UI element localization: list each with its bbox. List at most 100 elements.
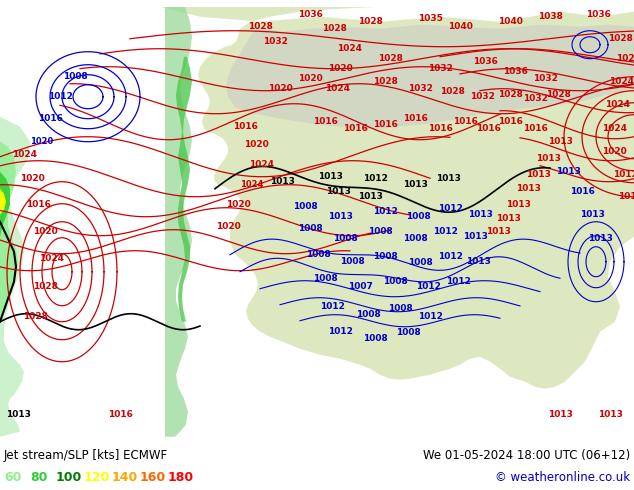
Polygon shape xyxy=(0,189,6,215)
Text: © weatheronline.co.uk: © weatheronline.co.uk xyxy=(495,471,630,484)
Text: 1016: 1016 xyxy=(403,114,427,123)
Text: 1012: 1012 xyxy=(446,277,470,286)
Text: 60: 60 xyxy=(4,471,22,484)
Text: 1013: 1013 xyxy=(486,227,510,236)
Text: 1016: 1016 xyxy=(476,124,500,133)
Polygon shape xyxy=(165,7,192,437)
Text: 80: 80 xyxy=(30,471,48,484)
Text: 1016: 1016 xyxy=(25,200,51,209)
Text: 1016: 1016 xyxy=(427,124,453,133)
Text: 1024: 1024 xyxy=(250,160,275,169)
Text: 1032: 1032 xyxy=(427,64,453,73)
Text: 1036: 1036 xyxy=(503,67,527,76)
Text: 1013: 1013 xyxy=(505,200,531,209)
Text: 1016: 1016 xyxy=(373,120,398,129)
Text: 1016: 1016 xyxy=(233,122,257,131)
Text: 1024: 1024 xyxy=(602,124,628,133)
Text: 1032: 1032 xyxy=(408,84,432,93)
Text: 1012: 1012 xyxy=(373,207,398,216)
Text: 1008: 1008 xyxy=(356,310,380,319)
Text: 140: 140 xyxy=(112,471,138,484)
Text: 1016: 1016 xyxy=(108,410,133,419)
Text: 1020: 1020 xyxy=(216,222,240,231)
Text: 1013: 1013 xyxy=(618,192,634,201)
Text: 1012: 1012 xyxy=(418,312,443,321)
Polygon shape xyxy=(0,172,10,237)
Text: 1028: 1028 xyxy=(247,22,273,31)
Text: 1012: 1012 xyxy=(320,302,344,311)
Text: 1013: 1013 xyxy=(536,154,560,163)
Text: 1013: 1013 xyxy=(269,177,294,186)
Text: 1016: 1016 xyxy=(498,117,522,126)
Text: 1024: 1024 xyxy=(337,44,363,53)
Text: 1024: 1024 xyxy=(13,150,37,159)
Text: 1008: 1008 xyxy=(293,202,318,211)
Text: 1008: 1008 xyxy=(313,274,337,283)
Text: 1013: 1013 xyxy=(548,137,573,146)
Polygon shape xyxy=(0,117,30,437)
Text: 1008: 1008 xyxy=(403,234,427,243)
Text: 1040: 1040 xyxy=(498,17,522,26)
Text: 1020: 1020 xyxy=(243,140,268,149)
Polygon shape xyxy=(176,57,192,322)
Text: 1013: 1013 xyxy=(328,212,353,221)
Text: 1013: 1013 xyxy=(496,214,521,223)
Text: 1036: 1036 xyxy=(586,10,611,19)
Text: 1012: 1012 xyxy=(415,282,441,291)
Text: 1012: 1012 xyxy=(432,227,458,236)
Text: 1020: 1020 xyxy=(30,137,54,146)
Text: 1013: 1013 xyxy=(555,167,581,176)
Text: 1008: 1008 xyxy=(333,234,358,243)
Text: 1013: 1013 xyxy=(548,410,573,419)
Polygon shape xyxy=(226,24,634,129)
Polygon shape xyxy=(0,142,18,322)
Text: 1020: 1020 xyxy=(20,174,44,183)
Text: 1012: 1012 xyxy=(612,170,634,179)
Text: 1013: 1013 xyxy=(526,170,550,179)
Text: 1016: 1016 xyxy=(522,124,547,133)
Text: 180: 180 xyxy=(168,471,194,484)
Text: 1013: 1013 xyxy=(6,410,30,419)
Text: 1038: 1038 xyxy=(538,12,562,21)
Text: 1020: 1020 xyxy=(297,74,322,83)
Text: 1016: 1016 xyxy=(569,187,595,196)
Text: 1012: 1012 xyxy=(363,174,387,183)
Text: 1028: 1028 xyxy=(439,87,465,96)
Text: 1028: 1028 xyxy=(378,54,403,63)
Text: 1040: 1040 xyxy=(448,22,472,31)
Text: 1035: 1035 xyxy=(418,14,443,23)
Text: 1013: 1013 xyxy=(358,192,382,201)
Text: 1013: 1013 xyxy=(318,172,342,181)
Text: 1013: 1013 xyxy=(463,232,488,241)
Polygon shape xyxy=(160,7,634,389)
Text: Jet stream/SLP [kts] ECMWF: Jet stream/SLP [kts] ECMWF xyxy=(4,449,168,462)
Text: 1012: 1012 xyxy=(437,204,462,213)
Text: 1013: 1013 xyxy=(598,410,623,419)
Text: We 01-05-2024 18:00 UTC (06+12): We 01-05-2024 18:00 UTC (06+12) xyxy=(423,449,630,462)
Text: 1008: 1008 xyxy=(340,257,365,266)
Text: 1008: 1008 xyxy=(408,258,432,267)
Text: 1007: 1007 xyxy=(347,282,372,291)
Text: 160: 160 xyxy=(140,471,166,484)
Text: 1028: 1028 xyxy=(358,17,382,26)
Text: 1028: 1028 xyxy=(546,90,571,99)
Text: 1020: 1020 xyxy=(32,227,57,236)
Text: 1032: 1032 xyxy=(522,94,547,103)
Text: 1008: 1008 xyxy=(63,72,87,81)
Text: 1020: 1020 xyxy=(226,200,250,209)
Text: 1024: 1024 xyxy=(39,254,65,263)
Text: 1008: 1008 xyxy=(383,277,408,286)
Text: 1016: 1016 xyxy=(37,114,62,123)
Text: 1008: 1008 xyxy=(396,328,420,337)
Text: 1013: 1013 xyxy=(467,210,493,219)
Text: 1008: 1008 xyxy=(306,250,330,259)
Text: 1008: 1008 xyxy=(368,227,392,236)
Text: 1020: 1020 xyxy=(616,54,634,63)
Text: 1016: 1016 xyxy=(313,117,337,126)
Text: 100: 100 xyxy=(56,471,82,484)
Text: 1032: 1032 xyxy=(470,92,495,101)
Text: 1012: 1012 xyxy=(328,327,353,336)
Text: 1036: 1036 xyxy=(472,57,498,66)
Text: 1024: 1024 xyxy=(609,77,634,86)
Text: 1028: 1028 xyxy=(321,24,346,33)
